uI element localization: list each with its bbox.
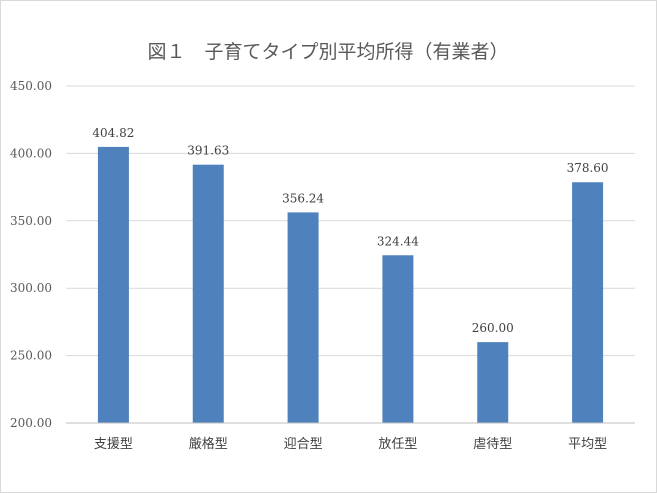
- chart-title: 図１ 子育てタイプ別平均所得（有業者）: [147, 41, 508, 63]
- y-tick-label: 400.00: [10, 146, 52, 160]
- data-label: 378.60: [567, 161, 609, 175]
- data-label: 356.24: [282, 191, 324, 205]
- bar: [97, 146, 129, 423]
- bar: [287, 212, 319, 423]
- y-tick-label: 200.00: [10, 416, 52, 430]
- gridlines: [66, 85, 635, 357]
- data-label: 260.00: [472, 321, 514, 335]
- bars: [97, 146, 604, 424]
- data-label: 404.82: [92, 126, 134, 140]
- bar: [382, 255, 414, 423]
- bar: [192, 164, 224, 424]
- y-tick-label: 450.00: [10, 79, 52, 93]
- y-tick-label: 300.00: [10, 281, 52, 295]
- x-axis-categories: 支援型 厳格型 迎合型 放任型 虐待型 平均型: [94, 436, 607, 452]
- bar: [572, 182, 604, 423]
- bar: [477, 342, 509, 423]
- data-label: 324.44: [377, 234, 419, 248]
- category-label: 虐待型: [473, 436, 512, 452]
- data-label: 391.63: [187, 144, 229, 158]
- category-label: 平均型: [568, 437, 607, 452]
- category-label: 厳格型: [189, 436, 228, 452]
- category-label: 迎合型: [284, 437, 323, 452]
- y-tick-label: 250.00: [10, 349, 52, 363]
- category-label: 放任型: [378, 437, 417, 452]
- y-tick-label: 350.00: [10, 214, 52, 228]
- data-labels: 404.82 391.63 356.24 324.44 260.00 378.60: [92, 126, 608, 335]
- category-label: 支援型: [94, 437, 133, 452]
- y-axis-ticks: 200.00 250.00 300.00 350.00 400.00 450.00: [10, 79, 52, 430]
